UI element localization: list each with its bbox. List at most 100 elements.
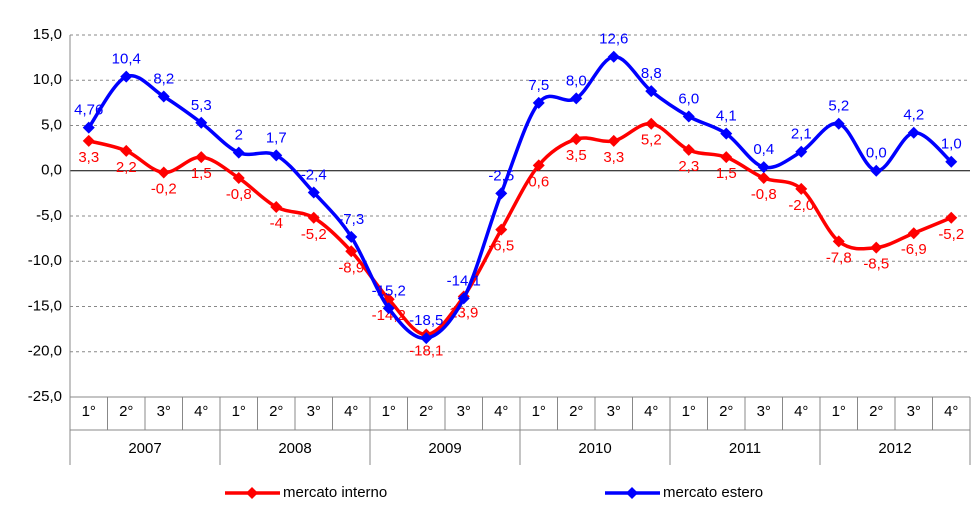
data-label: 0,6 [528,173,549,190]
data-label: -18,1 [409,343,443,360]
x-tick-label: 2° [269,403,283,420]
marker [795,182,808,195]
marker [232,171,245,184]
x-tick-label: 3° [307,403,321,420]
data-label: 0,4 [753,141,774,158]
data-label: -8,9 [338,259,364,276]
marker [795,145,808,158]
x-tick-label: 1° [682,403,696,420]
data-label: 0,0 [866,145,887,162]
y-tick-label: 5,0 [41,116,62,133]
marker [645,85,658,98]
legend-marker [626,487,638,499]
data-label: -2,4 [301,166,327,183]
y-tick-label: -20,0 [28,343,62,360]
x-group-label: 2009 [428,440,461,457]
x-tick-label: 4° [944,403,958,420]
data-label: 2 [235,127,243,144]
data-label: 7,5 [528,77,549,94]
data-label: -0,8 [226,186,252,203]
x-tick-label: 3° [457,403,471,420]
data-label: -8,5 [863,256,889,273]
data-label: 6,0 [678,90,699,107]
data-label: -0,2 [151,181,177,198]
marker [832,235,845,248]
x-tick-label: 2° [119,403,133,420]
marker [345,230,358,243]
legend-marker [246,487,258,499]
data-label: 8,8 [641,65,662,82]
data-label: -14,1 [447,272,481,289]
data-label: -7,3 [338,211,364,228]
marker [307,186,320,199]
y-tick-label: -15,0 [28,297,62,314]
data-label: 8,0 [566,72,587,89]
marker [195,116,208,129]
marker [870,164,883,177]
x-tick-label: 4° [794,403,808,420]
data-label: 4,1 [716,108,737,125]
marker [945,211,958,224]
data-label: 4,2 [903,107,924,124]
marker [720,151,733,164]
data-label: -7,8 [826,249,852,266]
y-tick-label: -5,0 [36,207,62,224]
x-tick-label: 2° [719,403,733,420]
data-label: -5,2 [938,226,964,243]
marker [345,245,358,258]
marker [607,134,620,147]
y-tick-label: -10,0 [28,252,62,269]
x-tick-label: 4° [194,403,208,420]
data-label: -6,9 [901,241,927,258]
data-label: -6,5 [488,238,514,255]
marker [270,149,283,162]
x-tick-label: 4° [344,403,358,420]
x-tick-label: 3° [757,403,771,420]
legend-label: mercato estero [663,484,763,501]
x-tick-label: 1° [532,403,546,420]
marker [195,151,208,164]
data-label: 10,4 [112,51,141,68]
y-tick-label: 0,0 [41,162,62,179]
x-tick-label: 3° [607,403,621,420]
y-tick-label: -25,0 [28,388,62,405]
marker [457,292,470,305]
marker [232,146,245,159]
marker [645,117,658,130]
marker [832,117,845,130]
marker [382,302,395,315]
marker [157,90,170,103]
y-tick-label: 15,0 [33,26,62,43]
data-label: 2,2 [116,159,137,176]
data-label: 3,5 [566,147,587,164]
x-tick-label: 1° [232,403,246,420]
x-group-label: 2008 [278,440,311,457]
data-label: 5,2 [828,98,849,115]
marker [532,96,545,109]
marker [945,155,958,168]
data-label: -18,5 [409,312,443,329]
marker [682,110,695,123]
x-tick-label: 2° [569,403,583,420]
x-tick-label: 4° [494,403,508,420]
x-tick-label: 1° [382,403,396,420]
marker [532,159,545,172]
x-tick-label: 1° [832,403,846,420]
marker [270,200,283,213]
marker [495,187,508,200]
data-label: 3,3 [603,149,624,166]
data-label: -0,8 [751,186,777,203]
marker [495,223,508,236]
marker [757,161,770,174]
series-line [88,121,952,337]
marker [120,70,133,83]
x-tick-label: 4° [644,403,658,420]
data-label: 5,3 [191,97,212,114]
data-label: 2,3 [678,158,699,175]
x-tick-label: 2° [419,403,433,420]
y-tick-label: 10,0 [33,71,62,88]
data-label: 1,0 [941,136,962,153]
data-label: 3,3 [78,149,99,166]
x-tick-label: 2° [869,403,883,420]
